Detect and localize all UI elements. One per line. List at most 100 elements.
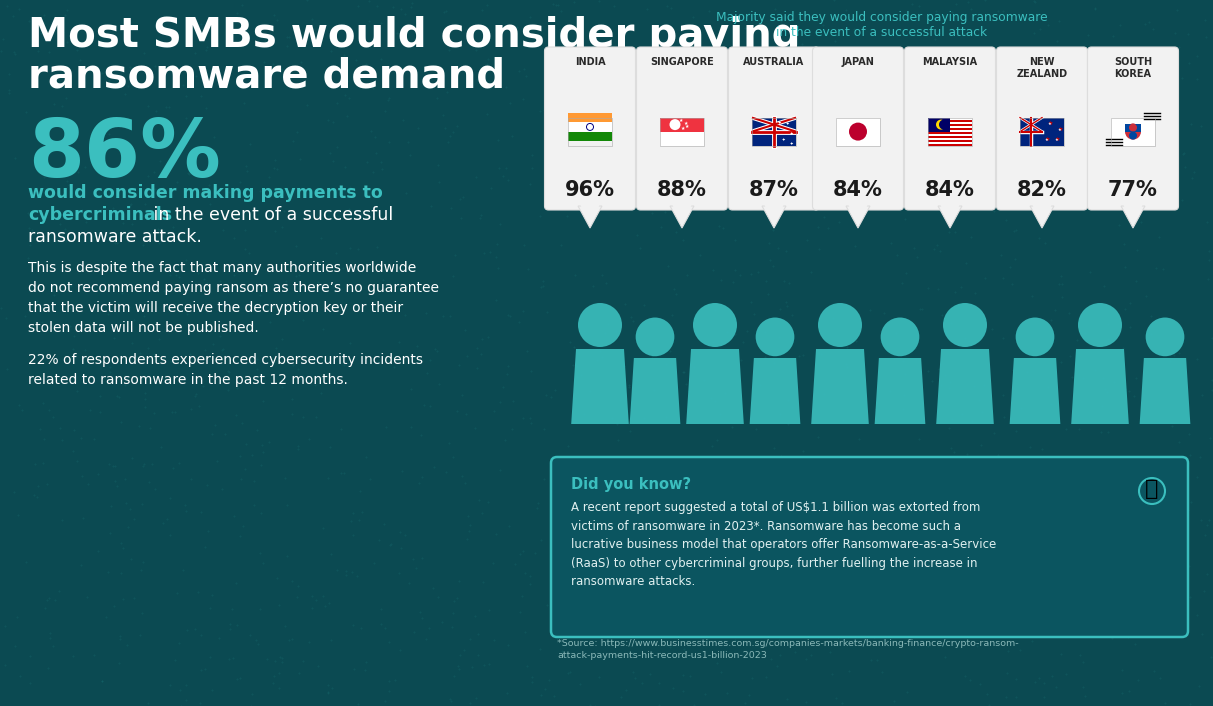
- Point: [785, 87, 804, 98]
- Point: [357, 211, 376, 222]
- Point: [700, 5, 719, 16]
- Point: [1115, 383, 1134, 395]
- Point: [113, 287, 132, 299]
- Point: [860, 66, 879, 78]
- Bar: [1020, 118, 1064, 145]
- Point: [699, 338, 718, 349]
- Point: [429, 378, 449, 389]
- Point: [978, 509, 997, 520]
- Point: [1098, 426, 1117, 438]
- Point: [1150, 416, 1169, 427]
- Point: [469, 66, 489, 78]
- Point: [355, 664, 375, 676]
- Polygon shape: [938, 206, 962, 228]
- Point: [533, 280, 552, 292]
- Point: [975, 517, 995, 529]
- Point: [1154, 83, 1173, 94]
- Point: [765, 4, 785, 15]
- Point: [950, 80, 969, 91]
- Point: [1101, 594, 1121, 606]
- Point: [837, 361, 856, 372]
- Point: [275, 620, 295, 631]
- Text: NEW
ZEALAND: NEW ZEALAND: [1016, 57, 1067, 78]
- Point: [205, 144, 224, 155]
- Point: [1198, 274, 1213, 285]
- Text: would consider making payments to: would consider making payments to: [28, 184, 383, 202]
- Point: [625, 73, 644, 85]
- Point: [440, 310, 460, 321]
- Point: [371, 53, 391, 64]
- Point: [516, 627, 535, 638]
- Point: [7, 611, 27, 623]
- Point: [1146, 263, 1166, 274]
- Point: [302, 591, 321, 602]
- Point: [933, 179, 952, 190]
- Point: [28, 480, 47, 491]
- Point: [906, 354, 926, 365]
- Point: [421, 354, 440, 366]
- Point: [246, 635, 266, 646]
- Point: [342, 567, 361, 578]
- Point: [781, 496, 801, 508]
- Point: [1070, 423, 1089, 434]
- Point: [1111, 574, 1131, 585]
- Point: [548, 453, 568, 464]
- Point: [380, 686, 399, 697]
- Point: [104, 20, 124, 32]
- Point: [343, 530, 363, 541]
- Point: [1057, 423, 1076, 434]
- Point: [768, 186, 787, 198]
- Point: [574, 325, 593, 336]
- Point: [1076, 567, 1095, 578]
- Point: [1074, 681, 1093, 693]
- Point: [416, 633, 435, 645]
- Point: [220, 653, 239, 664]
- Point: [677, 270, 696, 281]
- Point: [57, 4, 76, 16]
- Point: [39, 662, 58, 674]
- Point: [861, 655, 881, 666]
- Point: [1132, 217, 1151, 228]
- Point: [565, 160, 585, 172]
- Point: [778, 418, 797, 429]
- Point: [623, 647, 643, 659]
- Point: [735, 23, 754, 34]
- Point: [251, 289, 270, 301]
- Point: [958, 0, 978, 7]
- Bar: [928, 121, 972, 124]
- Point: [144, 408, 164, 419]
- Polygon shape: [1032, 204, 1052, 226]
- Point: [557, 140, 576, 151]
- Bar: [928, 140, 972, 142]
- Point: [389, 567, 409, 578]
- Point: [924, 498, 944, 509]
- Point: [858, 611, 877, 622]
- Point: [695, 688, 714, 700]
- Point: [52, 515, 72, 526]
- Point: [826, 35, 845, 46]
- Point: [754, 630, 774, 641]
- Bar: [928, 124, 972, 126]
- Point: [448, 660, 467, 671]
- Point: [38, 478, 57, 489]
- Point: [376, 421, 395, 433]
- Point: [68, 456, 87, 467]
- Point: [976, 48, 996, 59]
- Point: [477, 0, 496, 10]
- Point: [1019, 169, 1038, 181]
- Point: [836, 359, 855, 370]
- Point: [742, 167, 762, 178]
- Point: [264, 655, 284, 666]
- Point: [247, 425, 267, 436]
- Point: [543, 0, 563, 9]
- Bar: [928, 138, 972, 140]
- Point: [437, 467, 456, 478]
- Point: [827, 631, 847, 642]
- Point: [713, 222, 733, 233]
- Point: [328, 565, 347, 576]
- Point: [206, 419, 226, 430]
- Point: [446, 592, 466, 604]
- Polygon shape: [1030, 206, 1054, 228]
- Point: [192, 62, 211, 73]
- Point: [684, 28, 704, 39]
